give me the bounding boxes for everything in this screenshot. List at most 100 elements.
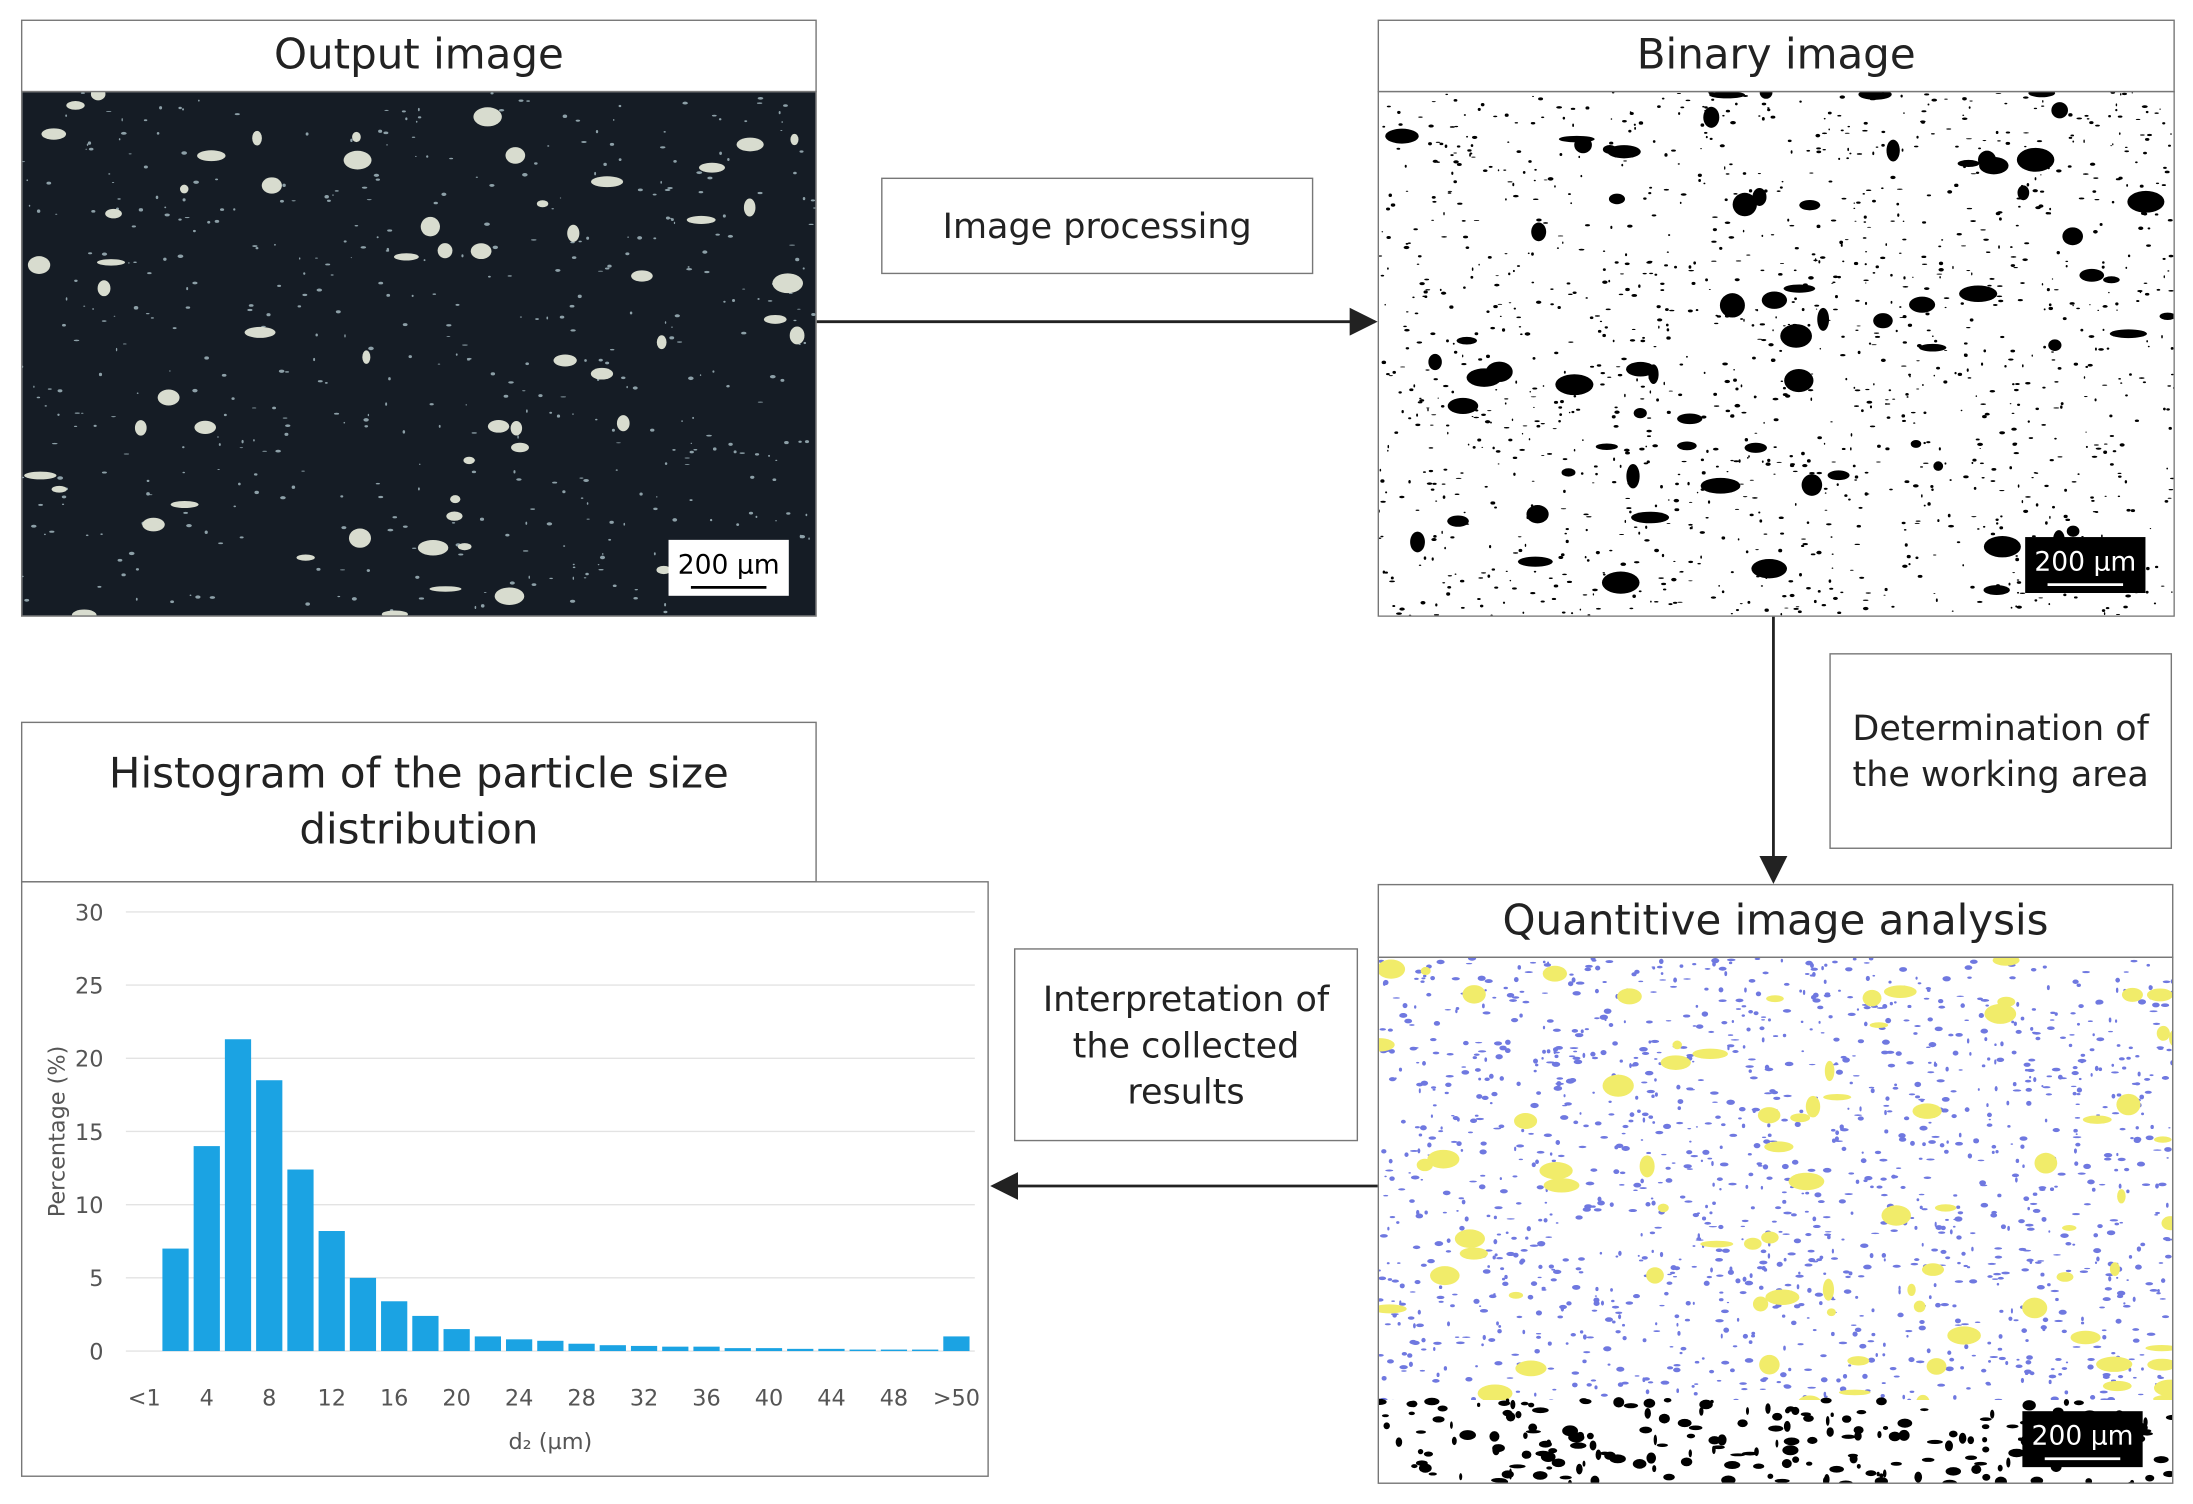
texture-speck <box>1473 220 1480 222</box>
texture-speck <box>2103 276 2120 284</box>
texture-speck <box>343 240 347 243</box>
texture-speck <box>2167 270 2170 272</box>
texture-speck <box>1933 374 1936 377</box>
texture-speck <box>118 138 121 141</box>
texture-speck <box>2102 261 2105 264</box>
bar <box>568 1343 595 1352</box>
texture-speck <box>1560 508 1567 510</box>
texture-speck <box>1865 592 1871 594</box>
texture-speck <box>618 104 622 108</box>
texture-speck <box>1781 180 1784 183</box>
texture-speck <box>1566 1301 1572 1306</box>
texture-speck <box>1738 459 1741 463</box>
texture-speck <box>1725 109 1731 113</box>
texture-speck <box>1666 410 1671 414</box>
texture-speck <box>147 494 153 496</box>
texture-speck <box>2015 605 2018 608</box>
texture-speck <box>1862 606 1869 611</box>
texture-speck <box>1492 996 1497 999</box>
texture-speck <box>2015 1364 2023 1369</box>
texture-speck <box>2125 266 2128 269</box>
texture-speck <box>1614 406 1618 409</box>
bar <box>193 1146 220 1352</box>
texture-speck <box>1849 152 1852 155</box>
texture-speck <box>1784 1061 1794 1067</box>
texture-speck <box>1938 1231 1946 1234</box>
texture-speck <box>1431 219 1435 221</box>
texture-speck <box>1419 1369 1426 1372</box>
texture-speck <box>1954 371 1957 375</box>
texture-speck <box>1670 985 1678 988</box>
texture-speck <box>1654 273 1658 276</box>
texture-speck <box>1512 1175 1518 1178</box>
texture-speck <box>570 241 575 244</box>
texture-speck <box>1838 1199 1846 1204</box>
texture-speck <box>1430 488 1435 491</box>
texture-speck <box>1388 193 1392 198</box>
texture-speck <box>305 132 309 136</box>
texture-speck <box>2128 1046 2133 1050</box>
texture-speck <box>1430 1086 1437 1089</box>
texture-speck <box>1420 1080 1429 1086</box>
texture-speck <box>51 485 67 493</box>
texture-speck <box>1975 395 1978 397</box>
texture-speck <box>2143 151 2147 155</box>
texture-speck <box>549 411 553 414</box>
texture-speck <box>522 390 526 392</box>
texture-speck <box>1996 1057 2005 1062</box>
texture-speck <box>1693 1391 1698 1396</box>
texture-speck <box>1430 332 1436 336</box>
texture-speck <box>373 173 380 177</box>
texture-speck <box>1740 318 1744 320</box>
texture-speck <box>1649 390 1652 394</box>
texture-speck <box>709 518 713 522</box>
texture-speck <box>1953 1194 1958 1197</box>
texture-speck <box>1484 1057 1488 1062</box>
texture-speck <box>1831 461 1836 463</box>
texture-speck <box>1831 553 1834 555</box>
texture-speck <box>1952 1304 1957 1308</box>
texture-speck <box>1615 1255 1619 1258</box>
texture-speck <box>1711 260 1717 262</box>
texture-speck <box>2024 1069 2029 1072</box>
texture-speck <box>1896 202 1900 206</box>
texture-speck <box>1887 1063 1896 1068</box>
texture-speck <box>1514 122 1519 124</box>
texture-speck <box>1402 1002 1408 1009</box>
texture-speck <box>1883 1104 1890 1107</box>
texture-speck <box>1735 260 1742 262</box>
texture-speck <box>2057 456 2063 458</box>
texture-speck <box>1551 1061 1561 1067</box>
texture-speck <box>135 568 140 571</box>
texture-speck <box>1801 308 1805 312</box>
texture-speck <box>1385 1169 1394 1172</box>
texture-speck <box>1912 484 1919 488</box>
texture-speck <box>1922 1142 1926 1147</box>
texture-speck <box>1970 220 1976 222</box>
texture-speck <box>1661 553 1665 558</box>
texture-speck <box>1666 1366 1674 1370</box>
texture-speck <box>1388 1049 1395 1054</box>
texture-speck <box>609 142 615 146</box>
texture-speck <box>1665 153 1667 155</box>
texture-speck <box>1806 459 1811 463</box>
texture-speck <box>1547 1367 1555 1370</box>
texture-speck <box>2095 447 2102 450</box>
texture-speck <box>303 272 306 275</box>
texture-speck <box>1538 1264 1543 1270</box>
texture-speck <box>1847 147 1850 152</box>
texture-speck <box>1645 525 1648 529</box>
texture-speck <box>1784 607 1789 609</box>
texture-speck <box>2060 402 2064 406</box>
texture-speck <box>656 335 667 350</box>
texture-speck <box>1778 516 1784 520</box>
texture-speck <box>1901 521 1906 525</box>
texture-speck <box>266 313 271 317</box>
texture-speck <box>100 533 103 536</box>
texture-speck <box>36 396 41 399</box>
texture-speck <box>466 357 472 360</box>
texture-speck <box>1481 1003 1485 1009</box>
texture-speck <box>1747 1152 1752 1156</box>
texture-speck <box>1703 371 1706 374</box>
texture-speck <box>284 432 289 436</box>
